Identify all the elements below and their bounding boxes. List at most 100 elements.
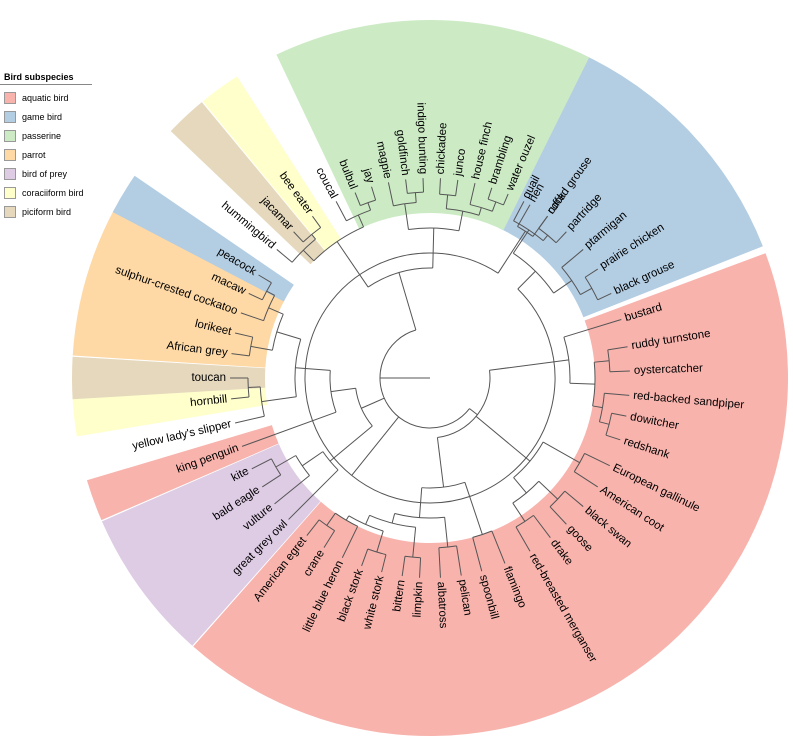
branch-radial [381, 554, 387, 573]
legend-title: Bird subspecies [0, 70, 92, 85]
branch-radial [611, 412, 627, 417]
branch-arc [318, 519, 335, 532]
branch-radial [564, 490, 584, 507]
legend-swatch [4, 91, 16, 104]
legend-label: parrot [22, 149, 46, 160]
branch-radial [361, 397, 385, 409]
branch-arc [513, 220, 544, 242]
branch-radial [412, 527, 417, 558]
leaf-label: chickadee [435, 122, 450, 174]
branch-radial [345, 515, 350, 521]
leaf-label: toucan [191, 372, 226, 384]
branch-radial [580, 287, 593, 296]
branch-radial [533, 515, 551, 539]
legend-item: bird of prey [0, 164, 92, 183]
leaf-label: indigo bunting [414, 102, 428, 174]
branch-radial [569, 382, 595, 385]
branch-arc [549, 490, 566, 508]
branch-radial [609, 370, 630, 373]
branch-radial [302, 249, 315, 262]
subspecies-band [72, 207, 285, 368]
subspecies-band [101, 444, 321, 646]
branch-radial [515, 526, 531, 552]
branch-radial [489, 359, 569, 371]
branch-radial [398, 272, 417, 331]
branch-radial [445, 194, 449, 209]
branch-radial [235, 415, 265, 424]
branch-radial [469, 408, 478, 416]
legend-swatch [4, 205, 16, 218]
branch-radial [513, 477, 527, 494]
leaf-label: jay [360, 166, 376, 185]
branch-arc [573, 453, 586, 472]
legend-swatch [4, 110, 16, 123]
branch-radial [361, 548, 369, 567]
legend-label: piciform bird [22, 206, 72, 217]
branch-radial [354, 192, 361, 206]
branch-radial [542, 441, 580, 464]
branch-radial [455, 179, 459, 196]
tree-branches [230, 178, 630, 578]
branch-radial [604, 392, 630, 396]
branch-radial [487, 187, 493, 200]
leaf-label: pelican [456, 579, 474, 617]
branch-radial [306, 519, 320, 536]
branch-radial [365, 515, 371, 525]
legend-swatch [4, 129, 16, 142]
leaf-label: hornbill [190, 393, 228, 409]
legend-item: parrot [0, 145, 92, 164]
branch-radial [555, 231, 567, 244]
branch-radial [538, 480, 559, 500]
branch-radial [502, 193, 509, 206]
branch-radial [464, 482, 483, 535]
branch-radial [301, 451, 324, 467]
subspecies-band [112, 175, 294, 302]
leaf-label: limpkin [411, 581, 425, 617]
branch-radial [266, 290, 275, 296]
branch-radial [599, 421, 610, 425]
branch-arc [355, 388, 373, 427]
branch-radial [275, 455, 297, 468]
branch-radial [241, 411, 337, 447]
branch-radial [312, 215, 322, 228]
legend-item: passerine [0, 126, 92, 145]
branch-arc [302, 227, 321, 243]
branch-radial [330, 387, 356, 393]
subspecies-band [72, 356, 266, 400]
branch-radial [295, 367, 331, 371]
branch-radial [472, 537, 483, 572]
legend-swatch [4, 148, 16, 161]
branch-radial [391, 513, 396, 524]
branch-arc [295, 455, 310, 476]
legend-swatch [4, 186, 16, 199]
legend-label: game bird [22, 111, 63, 122]
branch-radial [438, 547, 441, 578]
branch-radial [418, 487, 423, 518]
branch-radial [517, 270, 536, 290]
branch-radial [261, 396, 297, 403]
legend: Bird subspecies aquatic bird game bird pas… [0, 70, 92, 221]
branch-radial [276, 331, 301, 340]
subspecies-band [276, 20, 590, 231]
branch-radial [288, 469, 339, 520]
branch-radial [231, 396, 250, 400]
branch-radial [444, 517, 449, 548]
branch-radial [513, 201, 525, 222]
branch-arc [379, 329, 470, 429]
branch-radial [367, 202, 372, 211]
branch-radial [597, 293, 612, 301]
branch-radial [607, 346, 628, 351]
branch-radial [458, 211, 464, 231]
branch-arc [346, 209, 371, 222]
branch-radial [592, 405, 603, 409]
branch-arc [469, 204, 493, 212]
branch-radial [336, 241, 369, 288]
legend-item: coraciiform bird [0, 183, 92, 202]
branch-radial [351, 416, 400, 476]
legend-item: piciform bird [0, 202, 92, 221]
branch-radial [248, 386, 261, 389]
branch-radial [561, 249, 584, 268]
branch-radial [497, 230, 526, 274]
branch-radial [584, 268, 599, 278]
